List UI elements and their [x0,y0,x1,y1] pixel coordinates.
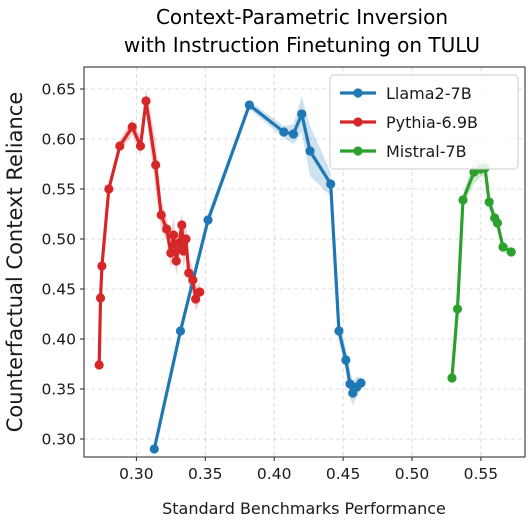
point-mistral-7b [452,304,463,314]
point-pythia-6-9b [191,294,201,304]
point-mistral-7b [498,242,508,252]
y-tick-label: 0.50 [41,231,76,249]
point-llama2-7b [356,378,366,388]
point-pythia-6-9b [178,246,188,256]
point-pythia-6-9b [181,234,191,244]
legend-marker-llama2-7b [353,88,363,98]
point-llama2-7b [288,129,299,139]
point-pythia-6-9b [95,293,106,303]
point-pythia-6-9b [151,160,161,170]
x-tick-label: 0.45 [326,465,361,483]
legend-label-pythia-6-9b: Pythia-6.9B [386,113,478,132]
point-pythia-6-9b [177,220,187,230]
point-llama2-7b [149,444,159,454]
series-markers [94,96,516,454]
point-mistral-7b [484,197,494,207]
point-pythia-6-9b [94,360,104,370]
point-llama2-7b [334,326,344,336]
point-mistral-7b [506,247,516,257]
line-pythia-6-9b [97,99,202,367]
point-pythia-6-9b [115,141,125,151]
point-mistral-7b [469,167,479,177]
point-llama2-7b [203,215,213,225]
point-pythia-6-9b [162,224,172,234]
x-tick-label: 0.50 [395,465,430,483]
point-pythia-6-9b [135,141,146,151]
point-pythia-6-9b [171,256,181,266]
y-tick-label: 0.35 [41,381,76,399]
point-pythia-6-9b [168,230,179,240]
chart-title-line-2: with Instruction Finetuning on TULU [124,33,480,57]
point-llama2-7b [279,127,289,137]
y-tick-label: 0.60 [41,131,76,149]
point-pythia-6-9b [156,210,166,220]
y-tick-label: 0.65 [41,81,76,99]
y-axis-label: Counterfactual Context Reliance [3,92,27,432]
legend-marker-mistral-7b [353,146,363,156]
point-llama2-7b [345,379,355,389]
point-llama2-7b [305,146,315,156]
x-tick-label: 0.55 [464,465,499,483]
legend-label-mistral-7b: Mistral-7B [386,142,467,161]
point-llama2-7b [175,326,186,336]
point-pythia-6-9b [104,184,114,194]
point-llama2-7b [341,355,351,365]
legend-label-llama2-7b: Llama2-7B [386,84,472,103]
x-tick-label: 0.30 [119,465,154,483]
legend-box [329,74,519,170]
point-pythia-6-9b [97,261,107,271]
point-mistral-7b [458,195,468,205]
x-axis-label: Standard Benchmarks Performance [162,499,446,518]
point-pythia-6-9b [174,238,184,248]
point-pythia-6-9b [184,268,194,278]
legend-marker-pythia-6-9b [353,117,363,127]
x-tick-label: 0.35 [188,465,223,483]
x-axis-ticks: 0.30 0.35 0.40 0.45 0.50 0.55 [119,457,498,483]
legend: Llama2-7B Pythia-6.9B Mistral-7B [329,74,519,170]
point-pythia-6-9b [127,122,137,132]
point-pythia-6-9b [141,96,151,106]
point-llama2-7b [297,109,307,119]
plot-area-frame [83,66,526,458]
point-llama2-7b [244,100,254,110]
point-mistral-7b [447,373,457,383]
point-pythia-6-9b [188,275,198,285]
y-tick-label: 0.40 [41,331,76,349]
y-tick-label: 0.55 [41,181,76,199]
y-tick-label: 0.30 [41,431,76,449]
chart-title-line-1: Context-Parametric Inversion [156,5,448,29]
point-pythia-6-9b [166,248,176,258]
x-tick-label: 0.40 [257,465,292,483]
point-mistral-7b [492,218,503,228]
point-llama2-7b [326,179,336,189]
point-pythia-6-9b [195,287,205,297]
chart-title: Context-Parametric Inversion with Instru… [124,5,480,57]
y-axis-ticks: 0.30 0.35 0.40 0.45 0.50 0.55 0.60 0.65 [41,81,84,449]
y-tick-label: 0.45 [41,281,76,299]
